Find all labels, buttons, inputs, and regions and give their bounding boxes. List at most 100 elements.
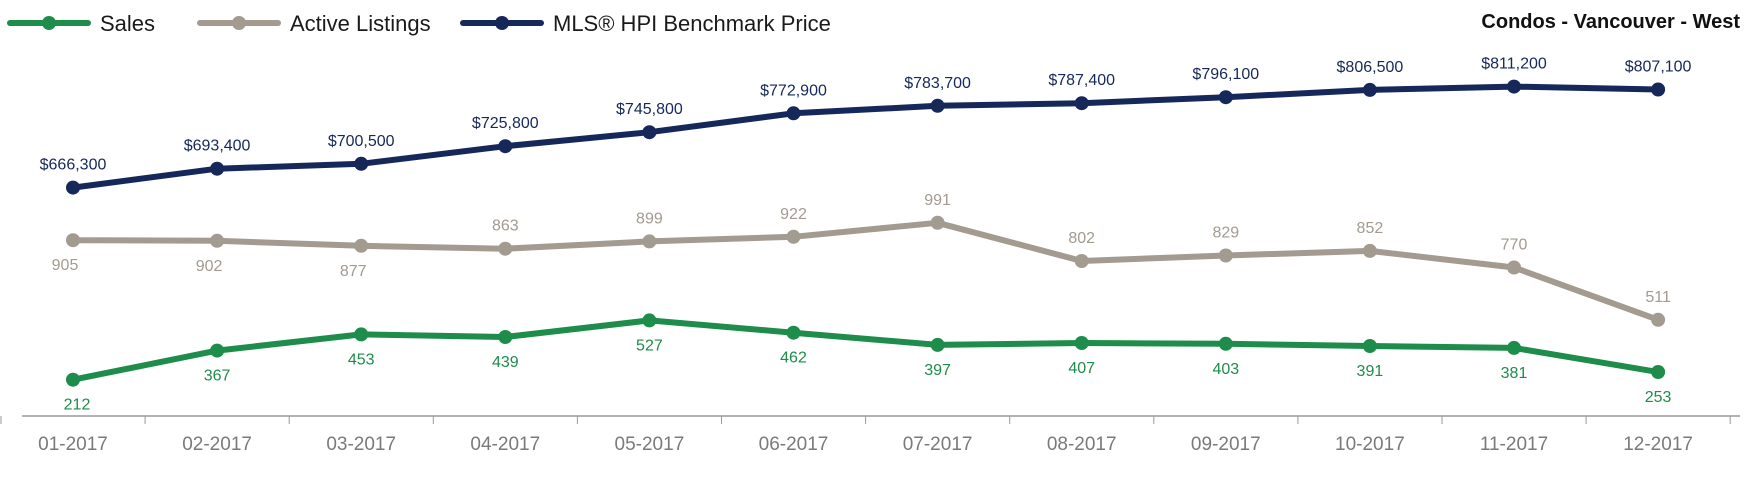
series-mls-hpi-benchmark-price: $666,300 $693,400 $700,500 $725,800 $745,800… [40, 56, 1692, 195]
data-label-mls-hpi-benchmark-price: $783,700 [904, 75, 971, 92]
data-label-sales: 212 [64, 397, 91, 414]
data-point-mls-hpi-benchmark-price [210, 161, 225, 176]
data-point-mls-hpi-benchmark-price [930, 98, 945, 113]
data-label-mls-hpi-benchmark-price: $700,500 [328, 133, 395, 150]
data-point-sales [210, 343, 225, 358]
data-point-sales [1507, 340, 1521, 355]
data-point-sales [1218, 336, 1233, 351]
data-label-sales: 397 [924, 362, 951, 379]
data-label-sales: 462 [780, 350, 807, 367]
data-label-mls-hpi-benchmark-price: $772,900 [760, 82, 827, 99]
data-point-active-listings [210, 233, 225, 248]
data-label-sales: 527 [636, 337, 663, 354]
legend-label-sales: Sales [100, 11, 155, 36]
data-point-mls-hpi-benchmark-price [786, 106, 801, 121]
data-label-mls-hpi-benchmark-price: $811,200 [1481, 56, 1547, 73]
legend-item-active-listings: Active Listings [197, 11, 431, 36]
x-tick-label: 10-2017 [1335, 434, 1405, 455]
x-tick-label: 06-2017 [759, 434, 829, 455]
data-label-active-listings: 863 [492, 218, 519, 235]
data-point-sales [1651, 365, 1666, 379]
x-tick-label: 03-2017 [326, 434, 396, 455]
data-label-mls-hpi-benchmark-price: $693,400 [184, 138, 251, 155]
data-point-mls-hpi-benchmark-price [642, 125, 657, 140]
data-point-mls-hpi-benchmark-price [1074, 96, 1089, 111]
series-sales: 212 367 453 439 527 462 397 407 403 391 381 253 [64, 313, 1672, 414]
data-point-mls-hpi-benchmark-price [354, 156, 369, 171]
data-point-sales [642, 313, 657, 328]
data-point-sales [786, 325, 801, 340]
data-label-active-listings: 770 [1501, 237, 1528, 254]
data-point-active-listings [1651, 312, 1666, 327]
data-point-active-listings [786, 229, 801, 244]
x-tick-label: 04-2017 [470, 434, 540, 455]
data-label-mls-hpi-benchmark-price: $666,300 [40, 157, 107, 174]
data-label-sales: 381 [1501, 365, 1528, 382]
data-point-mls-hpi-benchmark-price [1507, 79, 1521, 94]
data-label-sales: 391 [1357, 363, 1384, 380]
data-label-active-listings: 905 [52, 257, 79, 274]
chart-title: Condos - Vancouver - West [1481, 11, 1740, 33]
data-label-active-listings: 829 [1212, 225, 1239, 242]
series-line-sales [70, 317, 1662, 383]
legend-label-benchmark-price: MLS® HPI Benchmark Price [553, 11, 831, 36]
legend-marker-benchmark-price [495, 16, 509, 30]
data-point-mls-hpi-benchmark-price [498, 139, 513, 154]
data-point-sales [1362, 339, 1377, 353]
x-axis: 01-2017 02-2017 03-2017 04-2017 05-2017 06-20… [0, 415, 1740, 455]
data-label-mls-hpi-benchmark-price: $745,800 [616, 101, 683, 118]
data-point-active-listings [354, 238, 369, 253]
data-label-mls-hpi-benchmark-price: $796,100 [1192, 66, 1259, 83]
data-label-mls-hpi-benchmark-price: $725,800 [472, 115, 539, 132]
data-point-active-listings [1362, 243, 1377, 258]
data-point-sales [354, 327, 369, 342]
data-label-active-listings: 802 [1068, 230, 1095, 247]
data-label-sales: 453 [348, 351, 375, 368]
data-label-mls-hpi-benchmark-price: $787,400 [1048, 72, 1115, 89]
data-point-active-listings [66, 233, 80, 248]
x-tick-label: 01-2017 [38, 434, 108, 455]
data-label-mls-hpi-benchmark-price: $807,100 [1625, 59, 1692, 76]
data-point-sales [930, 337, 945, 352]
legend-item-benchmark-price: MLS® HPI Benchmark Price [460, 11, 831, 36]
legend-label-active-listings: Active Listings [290, 11, 431, 36]
data-point-mls-hpi-benchmark-price [66, 180, 80, 195]
data-label-mls-hpi-benchmark-price: $806,500 [1337, 59, 1404, 76]
data-label-active-listings: 511 [1645, 289, 1671, 306]
x-tick-label: 09-2017 [1191, 434, 1261, 455]
x-tick-label: 02-2017 [182, 434, 252, 455]
data-label-active-listings: 922 [780, 206, 807, 223]
data-point-mls-hpi-benchmark-price [1218, 90, 1233, 105]
series-line-active-listings [70, 219, 1662, 323]
data-point-sales [498, 330, 513, 344]
data-label-active-listings: 991 [924, 192, 951, 209]
data-label-active-listings: 852 [1357, 220, 1384, 237]
x-tick-label: 11-2017 [1480, 434, 1548, 455]
data-label-sales: 253 [1645, 389, 1672, 406]
data-point-sales [66, 372, 80, 387]
data-point-active-listings [930, 215, 945, 230]
data-label-sales: 407 [1068, 360, 1095, 377]
legend-marker-sales [42, 16, 56, 30]
data-label-active-listings: 877 [340, 263, 367, 280]
data-label-active-listings: 899 [636, 210, 663, 227]
data-point-active-listings [1074, 254, 1089, 268]
data-label-active-listings: 902 [196, 258, 223, 275]
data-point-sales [1074, 336, 1089, 350]
data-point-active-listings [642, 234, 657, 249]
data-label-sales: 403 [1212, 361, 1239, 378]
x-tick-label: 07-2017 [903, 434, 973, 455]
data-point-active-listings [1507, 260, 1521, 275]
x-tick-label: 05-2017 [615, 434, 685, 455]
data-point-active-listings [498, 241, 513, 256]
data-point-mls-hpi-benchmark-price [1362, 82, 1377, 97]
legend-item-sales: Sales [7, 11, 155, 36]
series-active-listings: 905 902 877 863 899 922 991 802 829 852 770 511 [52, 192, 1671, 327]
data-point-active-listings [1218, 248, 1233, 263]
legend: Sales Active Listings MLS® HPI Benchmark… [7, 11, 831, 36]
data-label-sales: 367 [204, 368, 231, 385]
series-line-mls-hpi-benchmark-price [70, 83, 1662, 191]
legend-marker-active-listings [232, 16, 246, 30]
